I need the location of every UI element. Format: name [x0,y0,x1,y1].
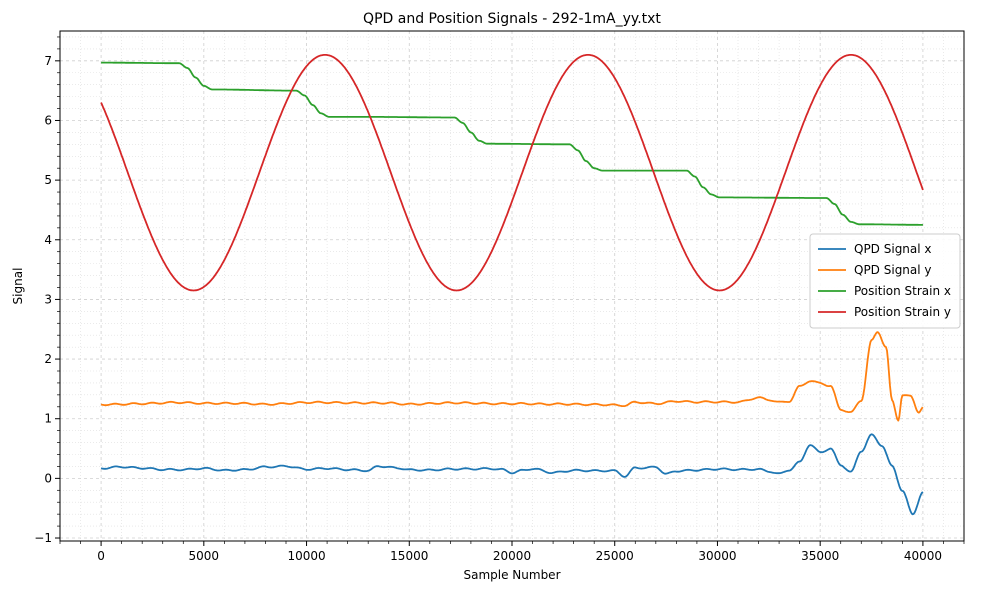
grid-major [60,31,964,541]
series-line-3 [100,54,924,292]
y-tick-label: 7 [44,54,52,68]
x-tick-label: 40000 [904,549,942,563]
y-tick-label: 6 [44,113,52,127]
y-tick-label: 4 [44,233,52,247]
x-tick-label: 5000 [189,549,220,563]
x-axis-label: Sample Number [463,568,560,582]
y-tick-label: 0 [44,471,52,485]
legend-label: Position Strain x [854,284,951,298]
y-tick-label: 1 [44,412,52,426]
y-tick-label: −1 [34,531,52,545]
x-tick-label: 20000 [493,549,531,563]
y-axis-label: Signal [11,268,25,305]
x-tick-label: 0 [97,549,105,563]
grid-minor [59,31,965,541]
x-tick-label: 15000 [390,549,428,563]
series-line-2 [101,61,923,226]
x-axis-ticks: 0 5000 10000 15000 20000 25000 30000 35000 40000 [59,541,965,563]
series-line-0 [100,433,924,516]
series-line-1 [100,331,924,422]
series-layer [100,54,924,516]
y-tick-label: 5 [44,173,52,187]
y-tick-label: 3 [44,292,52,306]
legend: QPD Signal x QPD Signal y Position Strain … [809,233,961,329]
x-tick-label: 25000 [596,549,634,563]
y-tick-label: 2 [44,352,52,366]
legend-label: QPD Signal y [854,263,932,277]
legend-label: Position Strain y [854,305,951,319]
y-axis-ticks: −1 0 1 2 3 4 5 6 7 [34,36,60,545]
legend-label: QPD Signal x [854,242,932,256]
chart-title: QPD and Position Signals - 292-1mA_yy.tx… [363,11,661,27]
x-tick-label: 30000 [698,549,736,563]
x-tick-label: 35000 [801,549,839,563]
x-tick-label: 10000 [287,549,325,563]
legend-box [809,233,961,329]
